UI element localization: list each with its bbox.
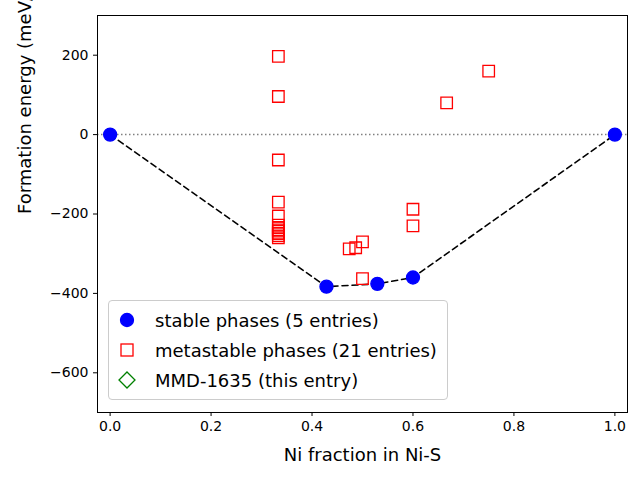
- svg-text:−200: −200: [50, 205, 88, 221]
- svg-text:200: 200: [62, 47, 89, 63]
- html-text:MMD-1635 (this entry): MMD-1635 (this entry): [155, 369, 359, 391]
- html-text:stable phases (5 entries): stable phases (5 entries): [155, 309, 379, 331]
- svg-text:1.0: 1.0: [604, 418, 626, 434]
- svg-text:0.2: 0.2: [200, 418, 222, 434]
- svg-text:Formation energy (meV/atom): Formation energy (meV/atom): [14, 0, 35, 214]
- html-text:metastable phases (21 entries): metastable phases (21 entries): [155, 339, 437, 361]
- svg-text:0: 0: [80, 126, 89, 142]
- svg-text:Ni fraction in Ni-S: Ni fraction in Ni-S: [284, 444, 442, 465]
- svg-text:0.6: 0.6: [402, 418, 424, 434]
- svg-text:−400: −400: [50, 285, 88, 301]
- svg-text:0.0: 0.0: [99, 418, 121, 434]
- svg-text:0.8: 0.8: [503, 418, 525, 434]
- svg-text:0.4: 0.4: [301, 418, 323, 434]
- svg-text:−600: −600: [50, 364, 88, 380]
